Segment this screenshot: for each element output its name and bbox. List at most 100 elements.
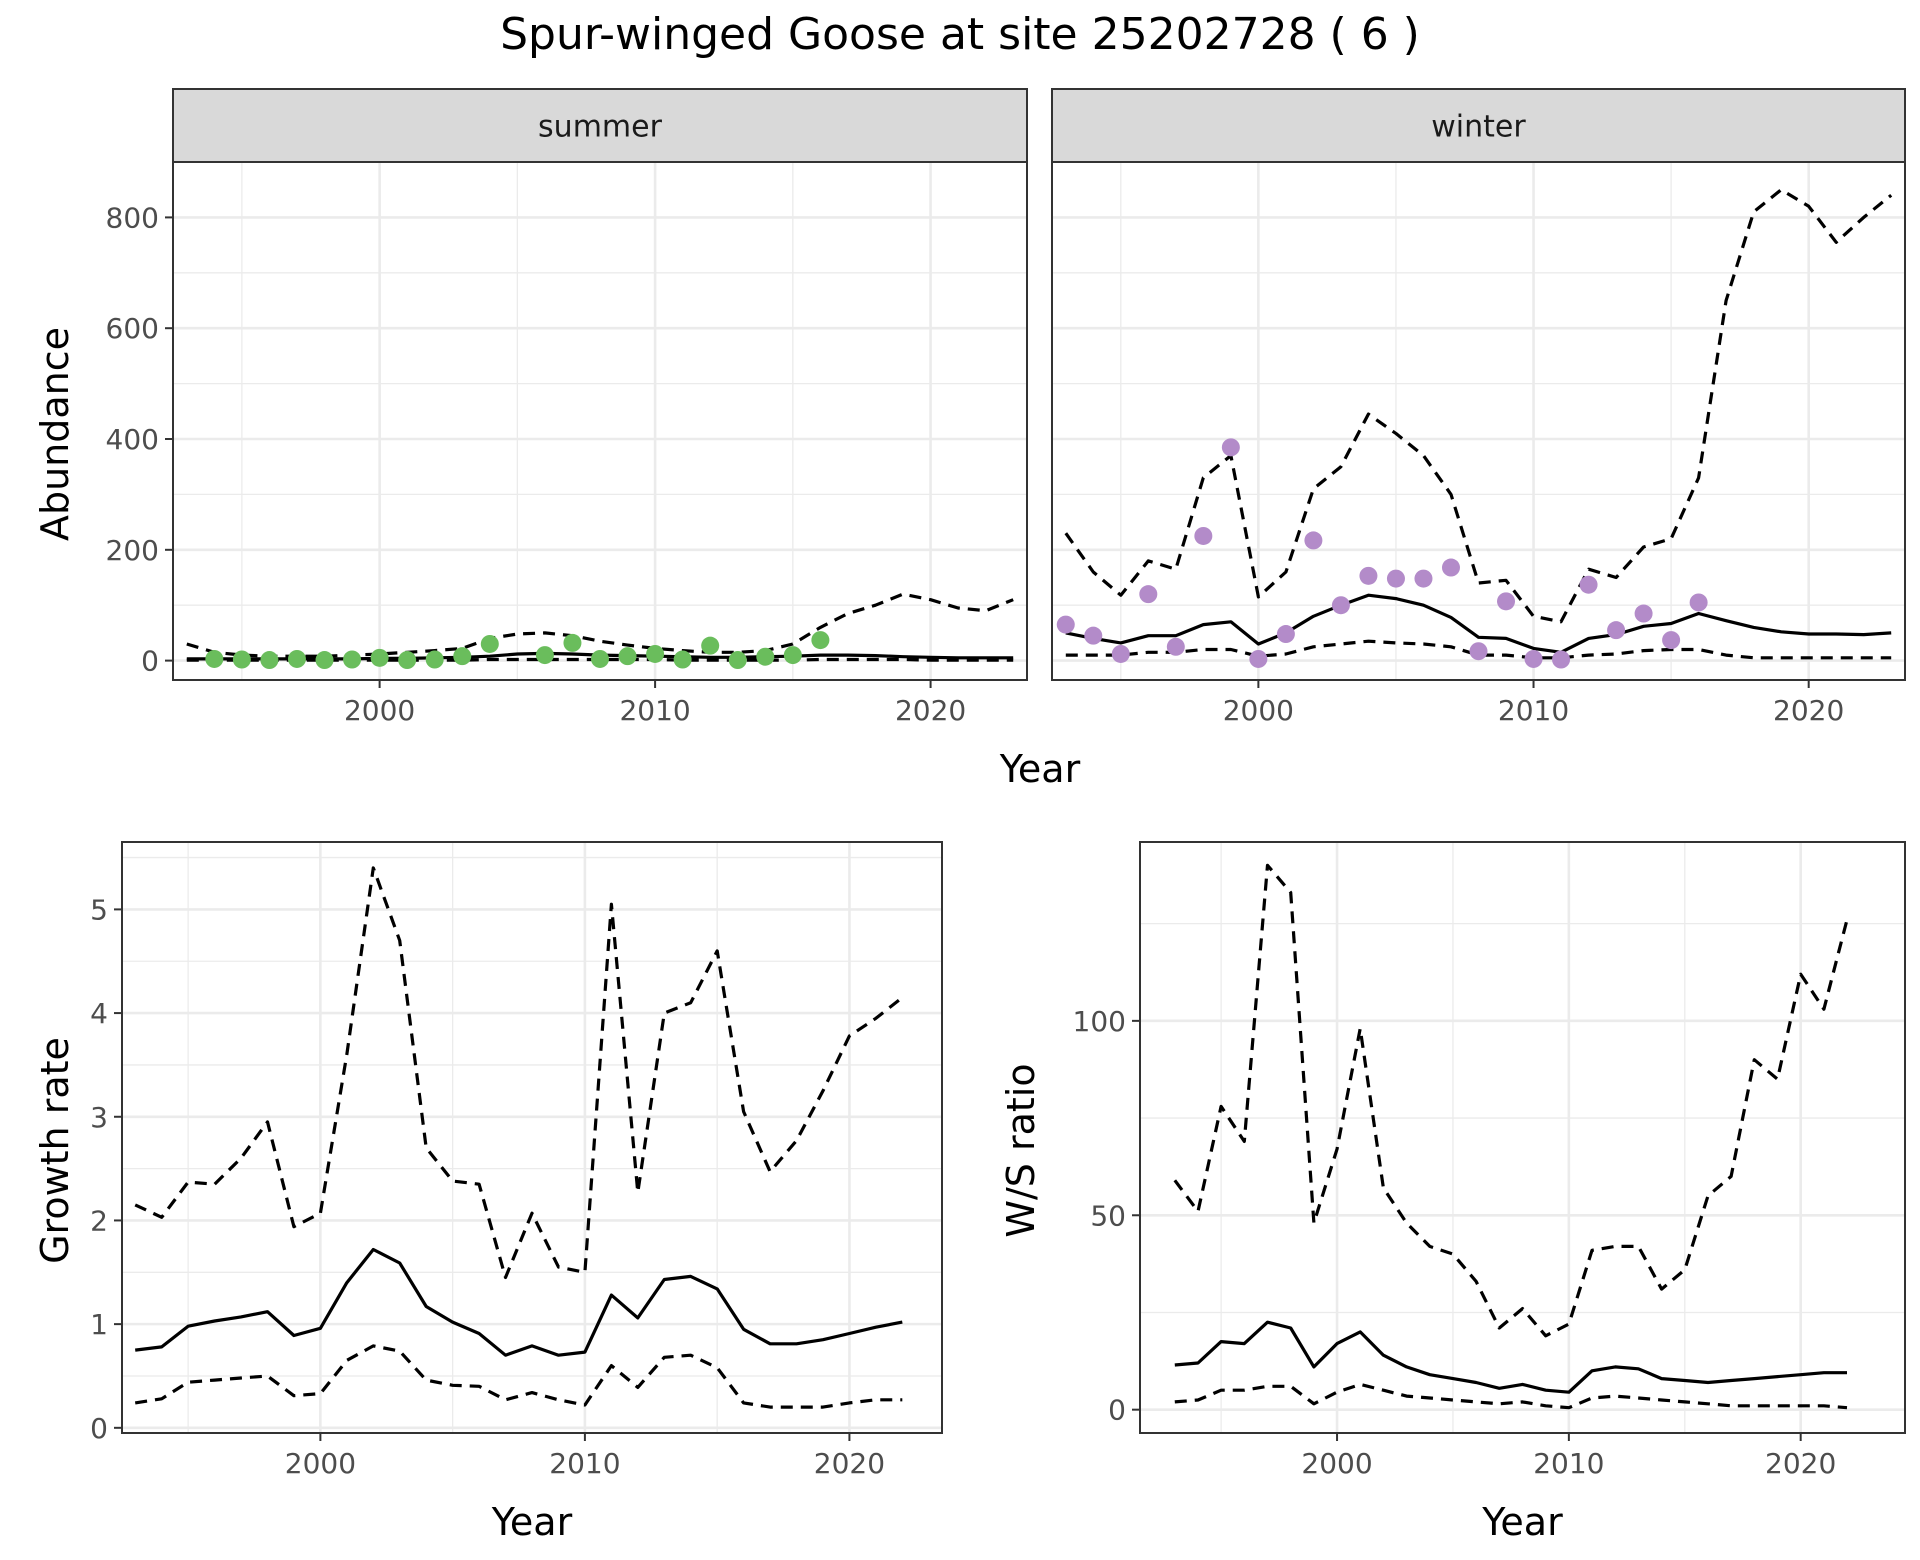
y-tick-label: 200 [106, 534, 159, 567]
y-axis-title: W/S ratio [999, 1063, 1043, 1237]
ws-ratio-panel: 2000 2010 2020 0 50 100 W/S ratio Year [999, 841, 1906, 1544]
y-tick-label: 0 [1108, 1394, 1126, 1427]
x-tick-label: 2000 [1301, 1447, 1372, 1480]
series-line-mean [1065, 593, 1892, 654]
observation-point [1524, 649, 1543, 668]
observation-point [1084, 626, 1103, 645]
observation-point [1634, 604, 1653, 623]
observation-point [1221, 438, 1240, 457]
observation-point [1249, 649, 1268, 668]
observation-point [1579, 575, 1598, 594]
facet-strip [172, 88, 1028, 163]
x-tick-label: 2000 [344, 694, 415, 727]
x-tick-label: 2020 [1773, 694, 1844, 727]
y-tick-label: 0 [90, 1412, 108, 1445]
figure-title: Spur-winged Goose at site 25202728 ( 6 ) [500, 9, 1420, 60]
x-tick-label: 2010 [549, 1447, 620, 1480]
observation-point [1662, 631, 1681, 650]
observation-point [1386, 569, 1405, 588]
observation-point [563, 633, 582, 652]
y-tick-label: 0 [141, 645, 159, 678]
observation-point [1276, 625, 1295, 644]
observation-point [535, 646, 554, 665]
observation-point [1331, 596, 1350, 615]
observation-point [756, 647, 775, 666]
observation-point [1056, 615, 1075, 634]
observation-point [1194, 526, 1213, 545]
y-tick-label: 100 [1073, 1005, 1126, 1038]
series-line-upper [186, 592, 1014, 658]
series-line-lower [1174, 1382, 1848, 1410]
x-tick-label: 2020 [895, 694, 966, 727]
observation-point [343, 650, 362, 669]
panel-background [173, 162, 1027, 680]
observation-point [1359, 566, 1378, 585]
observation-point [232, 650, 251, 669]
panel-border [1139, 841, 1906, 1434]
observation-point [1552, 650, 1571, 669]
panel-background [1052, 162, 1905, 680]
y-tick-label: 5 [90, 893, 108, 926]
growth-rate-panel: 2000 2010 2020 0 1 2 3 4 5 Growth rate Year [33, 841, 943, 1544]
panel-background [122, 842, 942, 1433]
x-tick-label: 2020 [814, 1447, 885, 1480]
observation-point [1414, 569, 1433, 588]
y-tick-label: 50 [1090, 1199, 1126, 1232]
observation-point [1441, 558, 1460, 577]
series-line-upper [1064, 188, 1893, 624]
observation-point [205, 649, 224, 668]
y-axis-title: Growth rate [33, 1037, 77, 1264]
series-line-upper [1173, 863, 1849, 1338]
observation-point [783, 646, 802, 665]
observation-point [728, 651, 747, 670]
observation-point [1304, 531, 1323, 550]
y-axis-title: Abundance [33, 327, 77, 541]
observation-point [453, 647, 472, 666]
observation-point [1607, 621, 1626, 640]
observation-point [673, 650, 692, 669]
y-tick-label: 3 [90, 1101, 108, 1134]
observation-point [1166, 637, 1185, 656]
panel-background [1140, 842, 1905, 1433]
observation-point [315, 651, 334, 670]
observation-point [287, 649, 306, 668]
observation-point [398, 651, 417, 670]
series-line-mean [1174, 1320, 1847, 1394]
x-axis-title: Year [491, 1500, 573, 1544]
x-tick-label: 2010 [1533, 1447, 1604, 1480]
y-tick-label: 1 [90, 1308, 108, 1341]
observation-point [1689, 593, 1708, 612]
y-tick-label: 800 [106, 201, 159, 234]
y-tick-label: 600 [106, 312, 159, 345]
observation-point [1469, 642, 1488, 661]
x-tick-label: 2020 [1765, 1447, 1836, 1480]
series-line-mean [135, 1247, 903, 1357]
facet-strip [1051, 88, 1906, 163]
observation-point [811, 631, 830, 650]
observation-point [701, 636, 720, 655]
y-tick-label: 400 [106, 423, 159, 456]
observation-point [425, 650, 444, 669]
facet-strip-label: winter [1431, 110, 1526, 145]
summer-abundance-panel: summer 2000 2010 2020 0 200 400 600 800 Abundance [33, 88, 1028, 727]
y-tick-label: 2 [90, 1204, 108, 1237]
observation-point [260, 651, 279, 670]
observation-point [591, 649, 609, 668]
observation-point [370, 648, 389, 667]
x-tick-label: 2010 [1498, 694, 1569, 727]
facet-strip-label: summer [538, 110, 663, 145]
observation-point [480, 634, 499, 653]
x-tick-label: 2010 [619, 694, 690, 727]
series-line-lower [186, 657, 1014, 662]
panel-border [121, 841, 943, 1434]
x-tick-label: 2000 [285, 1447, 356, 1480]
observation-point [646, 644, 665, 663]
winter-abundance-panel: winter 2000 2010 2020 [1051, 88, 1906, 727]
observation-point [1497, 592, 1516, 611]
x-axis-title: Year [1481, 1500, 1563, 1544]
y-tick-label: 4 [90, 997, 108, 1030]
x-tick-label: 2000 [1223, 694, 1294, 727]
observation-point [1111, 644, 1130, 663]
observation-point [1139, 585, 1158, 604]
top-x-axis-title: Year [999, 747, 1081, 791]
